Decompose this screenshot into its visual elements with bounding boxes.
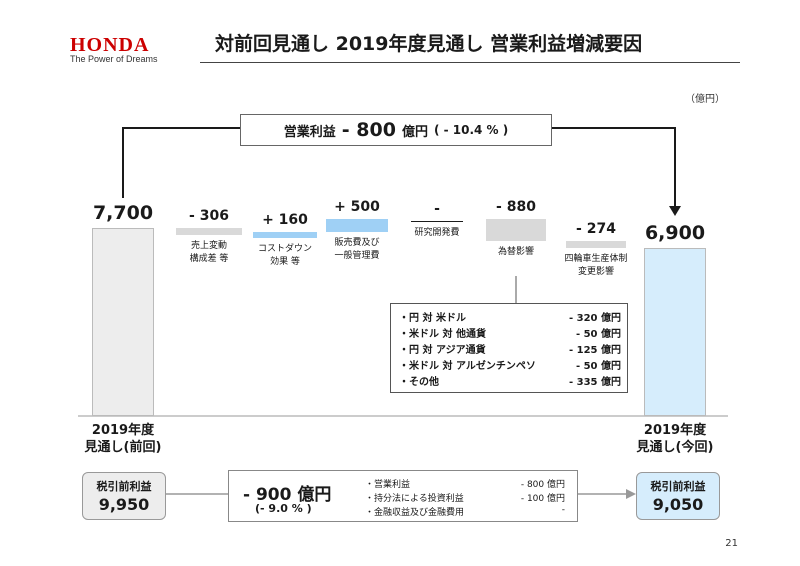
callout-label: 営業利益 [283, 124, 336, 140]
bracket-left-line [122, 127, 240, 198]
bar-value: + 160 [262, 211, 308, 228]
pretax-curr-value: 9,050 [652, 495, 704, 514]
bar-sales [176, 228, 242, 236]
logo-tagline: The Power of Dreams [70, 54, 158, 64]
fx-breakdown-value: - 50 億円 [575, 329, 621, 340]
fx-breakdown-value: - 320 億円 [569, 313, 621, 324]
page-number: 21 [725, 538, 738, 549]
pretax-item-row: ・営業利益 - 800 億円 [365, 477, 565, 490]
bar-cost [253, 231, 317, 238]
pretax-item-label: ・営業利益 [365, 480, 411, 490]
bar-label: 売上変動 構成差 等 [189, 241, 229, 265]
title-rule [200, 62, 740, 63]
page-title: 対前回見通し 2019年度見通し 営業利益増減要因 [215, 33, 643, 55]
pretax-item-value: - 100 億円 [520, 494, 565, 504]
fx-breakdown-box: ・円 対 米ドル - 320 億円 ・米ドル 対 他通貨 - 50 億円 ・円 … [390, 303, 628, 393]
bar-value: - 274 [576, 220, 616, 237]
fx-breakdown-row: ・その他 - 335 億円 [399, 373, 621, 389]
bar-value: 6,900 [644, 221, 706, 244]
bar-label: 四輪車生産体制 変更影響 [564, 253, 628, 277]
bar-label: 販売費及び 一般管理費 [334, 237, 380, 261]
pretax-item-label: ・金融収益及び金融費用 [365, 508, 465, 518]
fx-breakdown-label: ・米ドル 対 他通貨 [399, 329, 486, 340]
pretax-change-box: - 900 億円 (- 9.0 % ) ・営業利益 - 800 億円 ・持分法に… [228, 470, 578, 522]
bar-value: - [434, 201, 440, 218]
bar-end [644, 247, 706, 416]
fx-breakdown-label: ・円 対 アジア通貨 [399, 345, 486, 356]
fx-breakdown-label: ・円 対 米ドル [399, 313, 466, 324]
bar-sga [326, 219, 388, 232]
pretax-item-row: ・金融収益及び金融費用 - [365, 505, 565, 518]
pretax-prev-box: 税引前利益 9,950 [82, 472, 166, 520]
pretax-item-label: ・持分法による投資利益 [365, 494, 464, 504]
honda-logo: HONDA [70, 34, 150, 56]
fx-breakdown-row: ・米ドル 対 他通貨 - 50 億円 [399, 325, 621, 341]
fx-breakdown-label: ・その他 [399, 377, 439, 388]
fx-breakdown-value: - 335 億円 [569, 377, 621, 388]
pretax-arrow-head [626, 489, 636, 499]
pretax-item-value: - [561, 505, 565, 515]
bar-fx [486, 219, 546, 241]
fx-breakdown-row: ・米ドル 対 アルゼンチンペソ - 50 億円 [399, 357, 621, 373]
pretax-prev-value: 9,950 [98, 495, 150, 514]
operating-profit-change-callout: 営業利益 - 800 億円 ( - 10.4 % ) [240, 114, 552, 146]
bar-rnd [411, 221, 463, 223]
bar-label: 研究開発費 [414, 228, 460, 239]
fx-breakdown-row: ・円 対 米ドル - 320 億円 [399, 309, 621, 325]
fx-breakdown-label: ・米ドル 対 アルゼンチンペソ [399, 361, 536, 372]
pretax-item-row: ・持分法による投資利益 - 100 億円 [365, 491, 565, 504]
bar-value: 7,700 [92, 202, 154, 224]
bar-label: 為替影響 [497, 246, 534, 257]
pretax-change-pct: (- 9.0 % ) [255, 502, 312, 515]
pretax-curr-box: 税引前利益 9,050 [636, 472, 720, 520]
pretax-item-value: - 800 億円 [520, 480, 565, 490]
bar-label: 2019年度 見通し(今回) [636, 423, 714, 455]
bar-value: - 880 [496, 199, 536, 216]
fx-breakdown-row: ・円 対 アジア通貨 - 125 億円 [399, 341, 621, 357]
bracket-arrow-head [669, 206, 681, 216]
callout-unit: 億円 [401, 124, 428, 140]
unit-note: （億円） [685, 94, 725, 105]
callout-pct: ( - 10.4 % ) [433, 123, 509, 137]
bar-label: 2019年度 見通し(前回) [84, 423, 162, 455]
bar-start [92, 228, 154, 416]
fx-breakdown-value: - 50 億円 [575, 361, 621, 372]
pretax-change-value: - 900 億円 [243, 485, 332, 505]
bracket-right-line [550, 127, 676, 208]
pretax-prev-label: 税引前利益 [96, 480, 152, 493]
bar-value: - 306 [189, 208, 229, 224]
fx-breakdown-value: - 125 億円 [569, 345, 621, 356]
bar-label: コストダウン 効果 等 [257, 243, 312, 267]
bar-moto [566, 240, 626, 248]
callout-value: - 800 [341, 119, 396, 141]
bar-value: + 500 [334, 199, 380, 216]
pretax-curr-label: 税引前利益 [650, 480, 706, 493]
